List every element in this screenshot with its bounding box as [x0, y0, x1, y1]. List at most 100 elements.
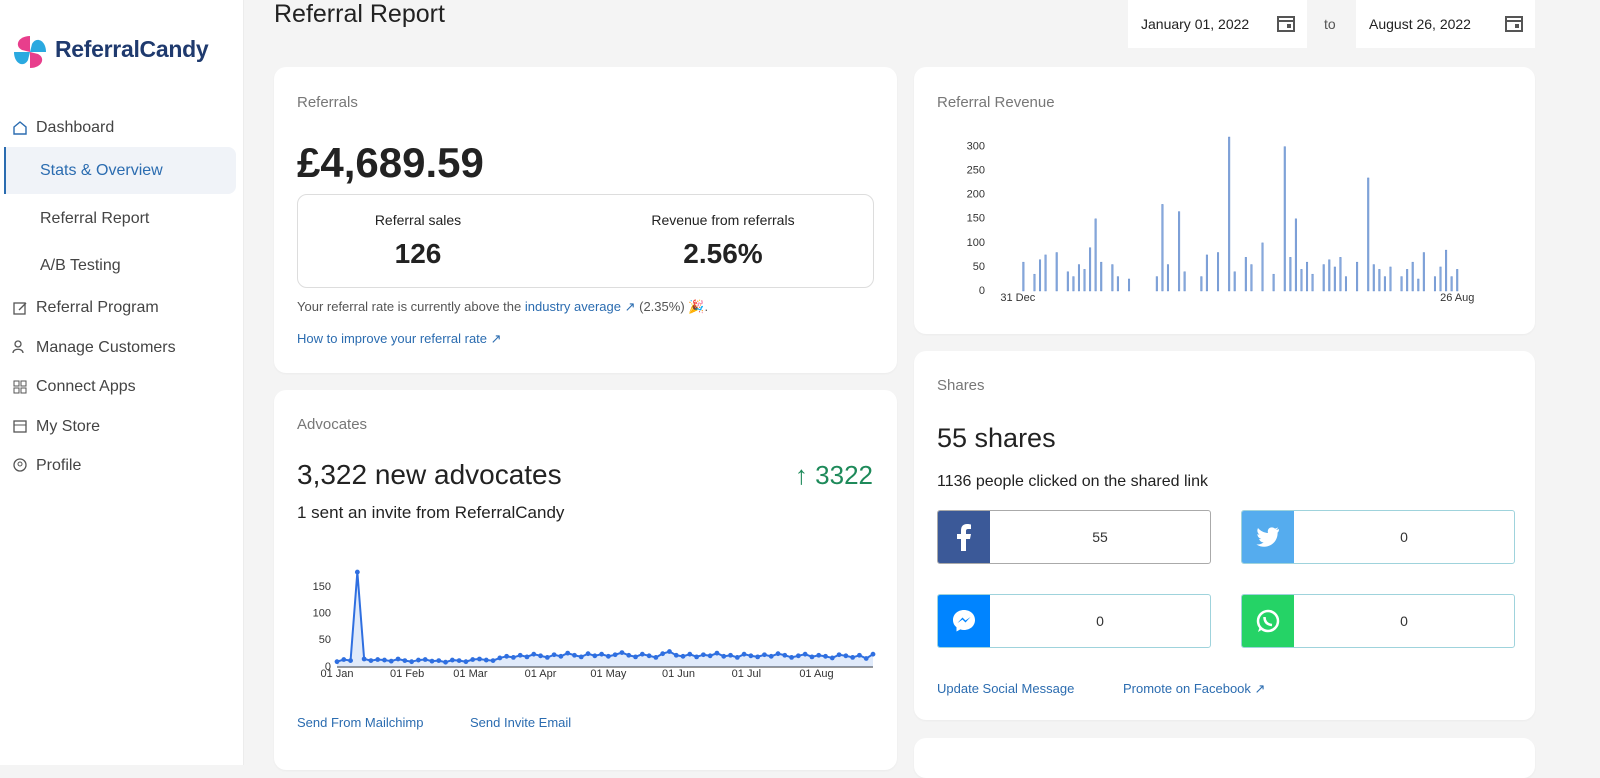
subtitle: 1 sent an invite from ReferralCandy: [297, 503, 565, 522]
nav-item[interactable]: Manage Customers: [36, 339, 176, 356]
point: [660, 651, 666, 657]
bar: [1128, 278, 1131, 292]
point: [456, 658, 462, 663]
bar: [1217, 252, 1220, 292]
point: [592, 653, 598, 659]
link[interactable]: How to improve your referral rate ↗: [297, 331, 502, 346]
revenue-chart: 0 50 100 150 200 250 300 31 Dec 26 Aug: [967, 136, 1474, 304]
card-title: Referrals: [297, 94, 358, 111]
bar: [1100, 261, 1103, 292]
bar: [1089, 247, 1092, 292]
x-tick-label: 01 Jul: [732, 668, 761, 680]
nav-item[interactable]: A/B Testing: [40, 257, 121, 274]
stat-value: 2.56%: [683, 238, 763, 269]
point: [416, 657, 421, 663]
shares-card: Shares 55 shares 1136 people clicked on …: [914, 351, 1535, 720]
point: [497, 655, 503, 661]
point: [504, 653, 510, 659]
point: [511, 655, 516, 660]
point: [823, 653, 828, 659]
headline: 55 shares: [937, 423, 1056, 453]
line: [336, 571, 874, 664]
nav-item[interactable]: Connect Apps: [36, 378, 136, 395]
stat-value: 126: [394, 238, 442, 269]
nav-item[interactable]: Dashboard: [36, 119, 115, 136]
point: [694, 654, 699, 660]
date-to[interactable]: August 26, 2022: [1356, 0, 1535, 48]
bar: [1083, 269, 1086, 292]
point: [667, 649, 672, 654]
active-highlight: [4, 147, 236, 194]
point: [565, 650, 571, 656]
y-tick-label: 300: [967, 141, 985, 153]
point: [850, 655, 856, 660]
bar: [1183, 271, 1186, 292]
bar: [1344, 276, 1347, 292]
point: [422, 657, 428, 662]
advocates-chart: 0 50 100 150 01 Jan 01 Feb 01 Mar 01 Apr 01 May 0…: [313, 569, 876, 680]
advocates-card: Advocates 3,322 new advocates ↑ 3322 1 s…: [274, 390, 897, 770]
link[interactable]: industry average ↗: [524, 299, 636, 314]
bar: [1094, 218, 1097, 292]
point: [585, 651, 591, 657]
link[interactable]: Update Social Message: [937, 681, 1075, 696]
link[interactable]: Send From Mailchimp: [297, 715, 424, 730]
bar: [1356, 261, 1359, 292]
icon: [12, 340, 24, 354]
point: [619, 650, 625, 655]
bar: [1433, 276, 1436, 292]
nav-item[interactable]: Referral Program: [36, 299, 159, 316]
nav-item[interactable]: Referral Report: [40, 210, 150, 227]
messenger-share[interactable]: 0: [937, 594, 1211, 648]
point: [490, 658, 496, 663]
card-title: Shares: [937, 377, 985, 394]
x-tick-label: 01 Feb: [390, 668, 424, 680]
point: [341, 657, 347, 662]
point: [395, 656, 401, 662]
whatsapp-share[interactable]: 0: [1241, 594, 1515, 648]
facebook-share[interactable]: 55: [937, 510, 1211, 564]
bar: [1333, 266, 1336, 292]
bar: [1044, 254, 1047, 292]
point: [558, 653, 564, 659]
point: [870, 651, 876, 657]
twitter-icon: [1242, 511, 1294, 563]
point: [680, 653, 686, 659]
area: [337, 572, 873, 667]
x-tick-label: 01 Jun: [662, 668, 695, 680]
date-separator: to: [1324, 16, 1336, 32]
bar: [1261, 242, 1264, 292]
point: [809, 654, 815, 660]
revenue-card: Referral Revenue: [914, 67, 1535, 334]
y-tick-label: 100: [313, 608, 331, 620]
link[interactable]: Promote on Facebook ↗: [1123, 681, 1266, 696]
bar: [1383, 276, 1386, 292]
nav-item[interactable]: Stats & Overview: [40, 162, 163, 179]
point: [653, 655, 659, 660]
nav-item[interactable]: My Store: [36, 418, 101, 435]
date-from[interactable]: January 01, 2022: [1128, 0, 1307, 48]
bar: [1450, 276, 1453, 292]
point: [409, 659, 415, 665]
date-text: August 26, 2022: [1369, 16, 1471, 32]
point: [633, 654, 638, 660]
nav-item[interactable]: Profile: [36, 457, 82, 474]
twitter-share[interactable]: 0: [1241, 510, 1515, 564]
point: [762, 652, 767, 658]
point: [863, 656, 869, 661]
y-tick-label: 50: [973, 261, 985, 273]
bar: [1272, 273, 1275, 292]
bar: [1306, 261, 1309, 292]
whatsapp-icon: [1242, 595, 1294, 647]
point: [544, 655, 550, 660]
point: [700, 652, 706, 658]
link[interactable]: Send Invite Email: [470, 715, 572, 730]
y-tick-label: 100: [967, 237, 985, 249]
point: [517, 652, 523, 658]
bar: [1339, 257, 1342, 292]
bar: [1178, 211, 1181, 292]
point: [626, 652, 632, 658]
point: [551, 652, 557, 658]
messenger-icon: [938, 595, 990, 647]
brand: ReferralCandy: [55, 36, 209, 62]
